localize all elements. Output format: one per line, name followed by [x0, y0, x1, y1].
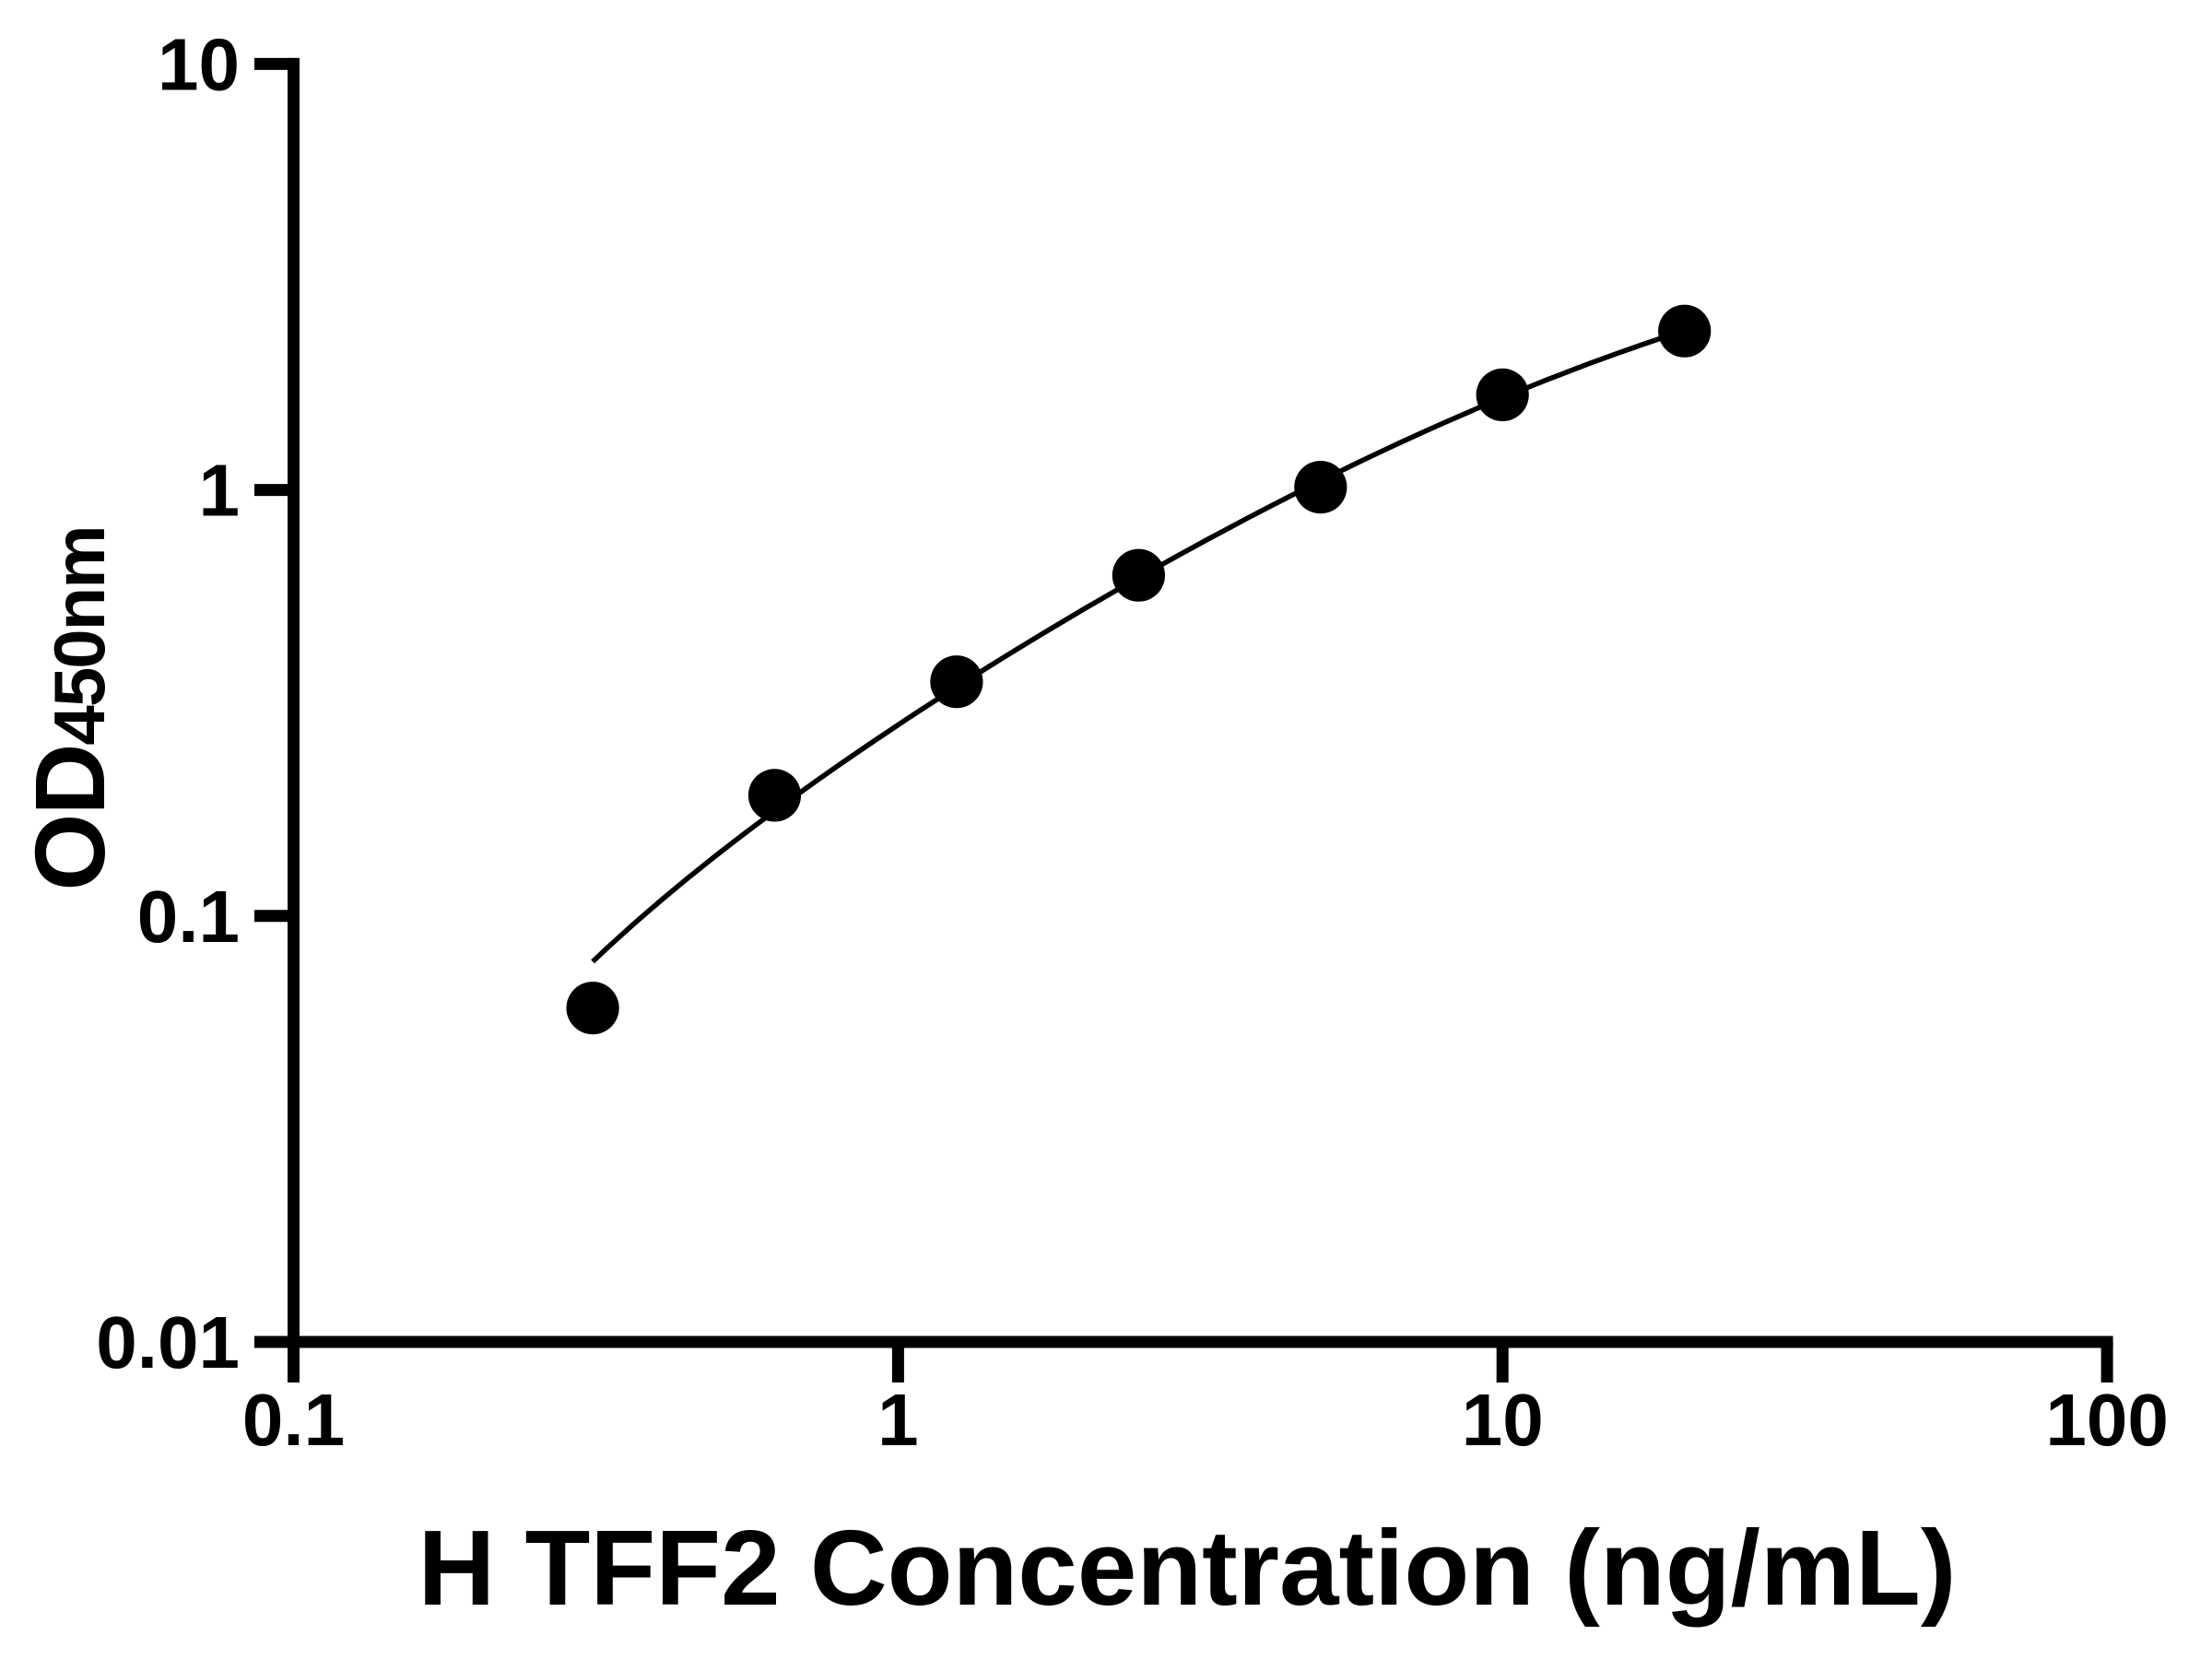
svg-text:0.01: 0.01	[96, 1301, 240, 1383]
svg-text:1: 1	[199, 450, 241, 532]
svg-text:1: 1	[877, 1379, 919, 1461]
svg-text:10: 10	[1462, 1379, 1544, 1461]
svg-text:0.1: 0.1	[242, 1379, 345, 1461]
svg-text:10: 10	[158, 23, 240, 105]
svg-text:0.1: 0.1	[137, 876, 240, 958]
svg-text:H TFF2 Concentration (ng/mL): H TFF2 Concentration (ng/mL)	[418, 1508, 1957, 1628]
svg-text:100: 100	[2045, 1379, 2168, 1461]
svg-text:OD450nm: OD450nm	[14, 526, 125, 890]
